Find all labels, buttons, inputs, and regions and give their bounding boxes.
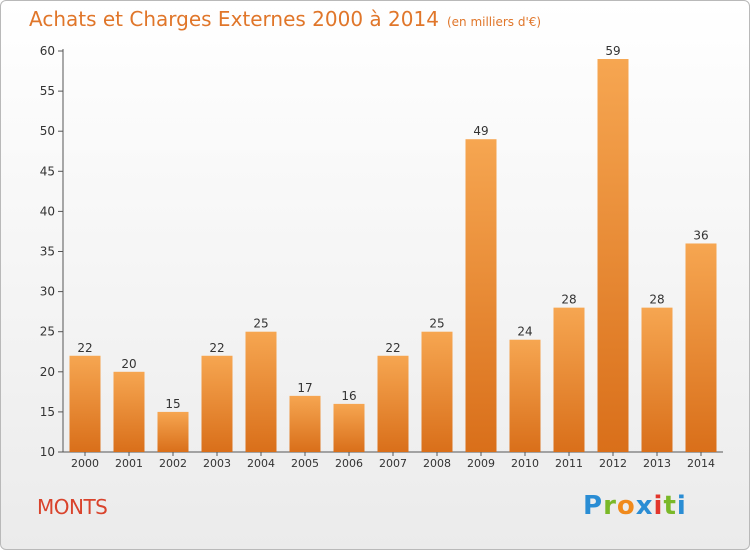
bar-2010 [509, 339, 541, 452]
chart-title: Achats et Charges Externes 2000 à 2014 (e… [29, 7, 541, 31]
x-tick-label-2002: 2002 [159, 457, 187, 470]
bar-2014 [685, 243, 717, 452]
bar-2012 [597, 59, 629, 453]
x-tick-label-2004: 2004 [247, 457, 275, 470]
y-tick-label: 55 [40, 84, 55, 98]
x-tick-label-2007: 2007 [379, 457, 407, 470]
bar-2008 [421, 331, 453, 452]
x-tick-label-2013: 2013 [643, 457, 671, 470]
value-label-2007: 22 [385, 341, 400, 355]
unit-label: (en milliers d'€) [446, 15, 542, 29]
value-label-2010: 24 [517, 325, 532, 339]
bar-2009 [465, 139, 497, 452]
y-tick-label: 30 [40, 285, 55, 299]
bar-2000 [69, 355, 101, 452]
y-tick-label: 20 [40, 365, 55, 379]
value-label-2000: 22 [77, 341, 92, 355]
value-label-2006: 16 [341, 389, 356, 403]
y-tick-label: 50 [40, 124, 55, 138]
value-label-2012: 59 [605, 44, 620, 58]
x-tick-label-2006: 2006 [335, 457, 363, 470]
logo-letter: i [653, 491, 664, 521]
x-tick-label-2009: 2009 [467, 457, 495, 470]
value-label-2005: 17 [297, 381, 312, 395]
y-tick-label: 60 [40, 44, 55, 58]
logo-letter: r [603, 491, 617, 521]
proxiti-logo: Proxiti [583, 491, 687, 521]
data-labels: 22 20 15 22 25 17 16 22 25 49 24 28 59 28 36 [77, 44, 708, 411]
value-label-2008: 25 [429, 317, 444, 331]
y-tick-label: 10 [40, 445, 55, 459]
logo-letter: x [635, 491, 654, 521]
x-tick-label-2000: 2000 [71, 457, 99, 470]
bar-2001 [113, 371, 145, 452]
x-tick-label-2011: 2011 [555, 457, 583, 470]
value-label-2003: 22 [209, 341, 224, 355]
x-tick-label-2001: 2001 [115, 457, 143, 470]
value-label-2013: 28 [649, 293, 664, 307]
logo-letter: P [583, 491, 604, 521]
x-tick-label-2008: 2008 [423, 457, 451, 470]
value-label-2002: 15 [165, 397, 180, 411]
bar-2011 [553, 307, 585, 452]
value-label-2001: 20 [121, 357, 136, 371]
bar-2002 [157, 411, 189, 452]
y-tick-label: 15 [40, 405, 55, 419]
bars [69, 59, 717, 453]
bar-2006 [333, 403, 365, 452]
x-tick-label-2014: 2014 [687, 457, 715, 470]
logo-letter: t [663, 491, 677, 521]
value-label-2004: 25 [253, 317, 268, 331]
bar-2003 [201, 355, 233, 452]
value-label-2011: 28 [561, 293, 576, 307]
x-tick-label-2005: 2005 [291, 457, 319, 470]
x-tick-label-2010: 2010 [511, 457, 539, 470]
value-label-2009: 49 [473, 124, 488, 138]
y-tick-label: 35 [40, 245, 55, 259]
x-tick-label-2012: 2012 [599, 457, 627, 470]
bar-2013 [641, 307, 673, 452]
bar-2007 [377, 355, 409, 452]
y-tick-label: 40 [40, 204, 55, 218]
title-text: Achats et Charges Externes 2000 à 2014 [29, 7, 439, 31]
commune-name: MONTS [37, 495, 108, 519]
logo-letter: i [676, 491, 687, 521]
x-tick-label-2003: 2003 [203, 457, 231, 470]
logo-letter: o [616, 491, 636, 521]
y-tick-label: 25 [40, 325, 55, 339]
axes: 10 15 20 25 30 35 40 45 50 55 60 2000 2001 2002 2003 20… [40, 44, 723, 470]
bar-2005 [289, 395, 321, 452]
value-label-2014: 36 [693, 228, 708, 242]
y-tick-label: 45 [40, 164, 55, 178]
bar-2004 [245, 331, 277, 452]
